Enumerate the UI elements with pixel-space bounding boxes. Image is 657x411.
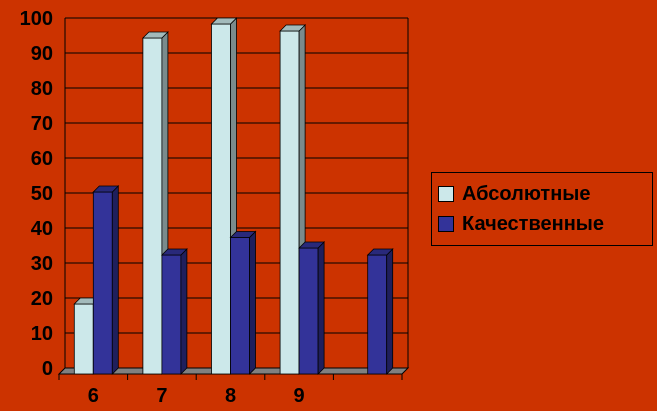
y-tick-label: 90 (31, 43, 53, 65)
y-tick-label: 0 (42, 358, 53, 380)
legend-swatch-absolute (438, 186, 454, 202)
legend-item-quality: Качественные (438, 209, 652, 239)
y-tick-label: 40 (31, 218, 53, 240)
y-tick-label: 100 (20, 8, 53, 30)
bar-quality-7 (160, 248, 188, 375)
bar-quality-extra (366, 248, 394, 375)
y-tick-label: 70 (31, 113, 53, 135)
x-tick-label: 8 (225, 385, 236, 407)
x-tick-label: 9 (294, 385, 305, 407)
y-tick-label: 80 (31, 78, 53, 100)
y-tick-label: 60 (31, 148, 53, 170)
x-tick-label: 7 (156, 385, 167, 407)
legend-label-absolute: Абсолютные (462, 182, 591, 205)
y-tick-label: 10 (31, 323, 53, 345)
legend-label-quality: Качественные (462, 212, 604, 235)
y-tick-label: 20 (31, 288, 53, 310)
x-axis-ticks: 6 7 8 9 (88, 385, 305, 407)
y-tick-label: 50 (31, 183, 53, 205)
legend-swatch-quality (438, 216, 454, 232)
bar-quality-6 (92, 185, 120, 375)
legend-item-absolute: Абсолютные (438, 179, 652, 209)
bar-quality-8 (229, 230, 257, 375)
y-axis-ticks: 0 10 20 30 40 50 60 70 80 90 100 (20, 8, 53, 380)
x-tick-label: 6 (88, 385, 99, 407)
bar-layer (73, 17, 394, 375)
bar-quality-9 (298, 241, 326, 375)
y-tick-label: 30 (31, 253, 53, 275)
chart-legend: Абсолютные Качественные (431, 172, 653, 246)
